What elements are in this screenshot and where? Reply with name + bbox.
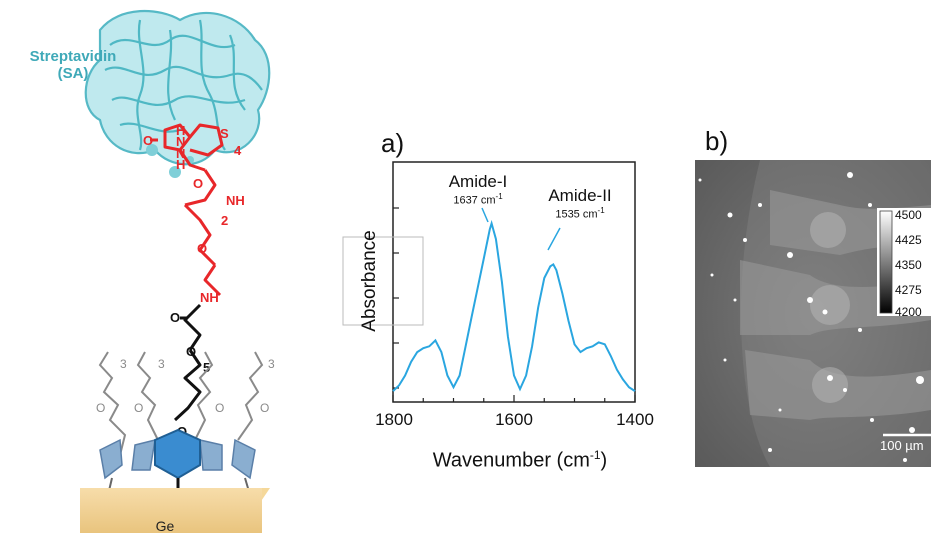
- protein-label-line1: Streptavidin: [29, 48, 117, 65]
- atom-label: NH: [226, 193, 245, 208]
- amide-ii-title: Amide-II: [548, 186, 612, 205]
- bright-spot: [812, 367, 848, 403]
- atom-label: 5: [203, 360, 210, 375]
- atom-label: O: [193, 176, 203, 191]
- atom-label: O: [260, 401, 269, 415]
- y-ticks: [393, 207, 399, 389]
- colorbar-tick: 4350: [895, 258, 922, 272]
- colorbar-tick: 4500: [895, 208, 922, 222]
- scale-bar-label: 100 µm: [880, 438, 924, 453]
- molecule-illustration: H N O N H S 4 O NH 2 O NH O O 5 O: [80, 10, 275, 533]
- x-axis-label-sup: -1: [589, 448, 601, 462]
- atom-label: O: [134, 401, 143, 415]
- cofactor-spots: [146, 144, 194, 178]
- calixarene-rings: [99, 428, 256, 500]
- atom-label: O: [170, 310, 180, 325]
- ge-substrate: Ge: [80, 488, 270, 533]
- atom-label: 3: [158, 357, 165, 371]
- atom-label: H: [176, 123, 185, 138]
- atom-label: 3: [120, 357, 127, 371]
- panel-b-label: b): [705, 126, 729, 156]
- amide-ii-annotation: Amide-II 1535 cm-1: [535, 186, 625, 221]
- spectrum-chart: [342, 161, 636, 403]
- side-chain-labels: 3 O 3 O O 3 O: [96, 357, 275, 415]
- bright-spot: [810, 285, 850, 325]
- micrograph: [695, 160, 931, 467]
- x-axis-label-close: ): [600, 449, 608, 472]
- amide-i-value-wrap: 1637 cm-1: [433, 192, 523, 207]
- protein-label: Streptavidin (SA): [18, 48, 128, 82]
- atom-label: O: [186, 344, 196, 359]
- atom-label: N: [176, 146, 185, 161]
- atom-label: O: [215, 401, 224, 415]
- protein-label-line2: (SA): [57, 65, 89, 82]
- side-chains: [98, 351, 264, 456]
- colorbar-tick: 4425: [895, 233, 922, 247]
- streptavidin-protein: [84, 10, 271, 166]
- amide-i-value: 1637 cm: [453, 194, 496, 207]
- amide-ii-leader: [547, 227, 561, 251]
- atom-label: O: [96, 401, 105, 415]
- amide-i-title: Amide-I: [448, 172, 508, 191]
- amide-ii-value-wrap: 1535 cm-1: [535, 206, 625, 221]
- x-tick-label: 1400: [616, 410, 654, 429]
- atom-label: H: [176, 157, 185, 172]
- atom-label: 4: [234, 143, 242, 158]
- atom-label: 3: [268, 357, 275, 371]
- panel-a-label: a): [381, 128, 405, 158]
- amide-ii-value: 1535 cm: [555, 208, 598, 221]
- colorbar-tick: 4200: [895, 305, 922, 319]
- biotin-structure: [150, 123, 224, 297]
- atom-label: S: [220, 126, 229, 141]
- x-axis-label-main: Wavenumber (cm: [432, 449, 590, 472]
- atom-label: O: [197, 241, 207, 256]
- colorbar: [879, 210, 893, 314]
- atom-label: O: [143, 133, 153, 148]
- bright-spot: [810, 212, 846, 248]
- particle-dots: [698, 172, 924, 462]
- x-ticks: [392, 395, 636, 402]
- y-axis-label: Absorbance: [359, 230, 380, 332]
- x-tick-label: 1800: [375, 410, 413, 429]
- colorbar-tick: 4275: [895, 283, 922, 297]
- amide-i-annotation: Amide-I 1637 cm-1: [433, 172, 523, 207]
- x-tick-label: 1600: [495, 410, 533, 429]
- atom-label: 2: [221, 213, 228, 228]
- selection-box: [342, 236, 424, 326]
- amide-i-sup: -1: [495, 192, 503, 201]
- biotin-atom-labels: H N O N H S 4 O NH 2 O NH: [143, 123, 245, 305]
- amide-ii-sup: -1: [597, 206, 605, 215]
- spectrum-series-line: [392, 219, 636, 392]
- atom-label: NH: [200, 290, 219, 305]
- x-axis-label: Wavenumber (cm-1): [400, 448, 640, 473]
- amide-i-leader: [481, 207, 489, 223]
- atom-label: N: [176, 134, 185, 149]
- substrate-label: Ge: [156, 518, 175, 533]
- linker-structure: [173, 303, 202, 422]
